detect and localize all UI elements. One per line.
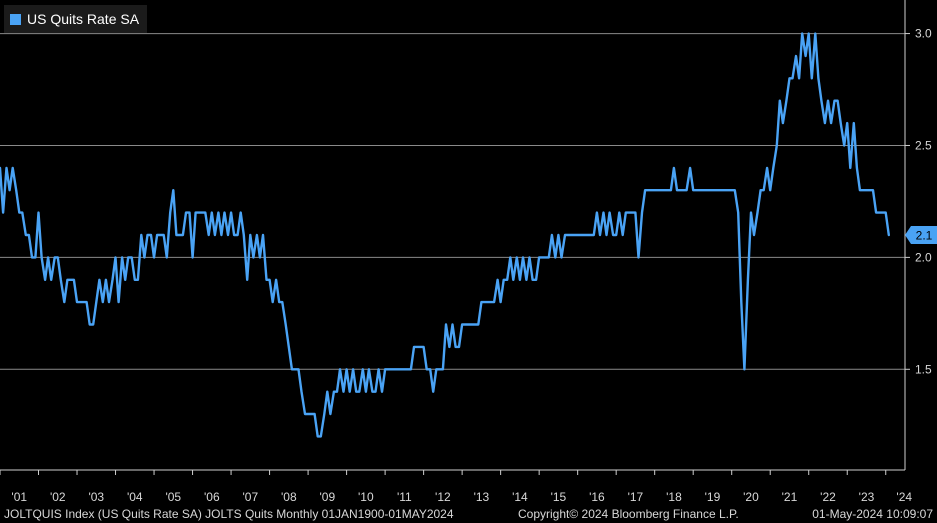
series-line: [0, 32, 890, 438]
legend-swatch: [10, 13, 21, 25]
x-tick-label: '19: [705, 490, 721, 504]
x-tick-label: '17: [628, 490, 644, 504]
x-tick-label: '20: [743, 490, 759, 504]
x-tick-label: '23: [859, 490, 875, 504]
x-tick-label: '13: [474, 490, 490, 504]
x-tick-label: '03: [88, 490, 104, 504]
y-tick-label: 1.5: [915, 362, 932, 376]
footer-ticker-info: JOLTQUIS Index (US Quits Rate SA) JOLTS …: [4, 507, 454, 521]
x-tick-label: '08: [281, 490, 297, 504]
x-tick-label: '02: [50, 490, 66, 504]
y-tick-label: 3.0: [915, 27, 932, 41]
legend-label: US Quits Rate SA: [27, 11, 140, 27]
x-tick-label: '09: [320, 490, 336, 504]
footer-timestamp: 01-May-2024 10:09:07: [812, 507, 933, 521]
x-tick-label: '14: [512, 490, 528, 504]
x-tick-label: '24: [896, 490, 912, 504]
x-tick-label: '12: [435, 490, 451, 504]
x-tick-label: '21: [782, 490, 798, 504]
chart: 1.5 2.0 2.5 3.0 '01 '02 '03 '04 '05 '06 '07 '08 '09 '…: [0, 0, 937, 504]
x-tick-label: '01: [11, 490, 27, 504]
x-tick-label: '06: [204, 490, 220, 504]
footer-copyright: Copyright© 2024 Bloomberg Finance L.P.: [518, 507, 739, 521]
last-value-label: 2.1: [916, 229, 933, 243]
x-tick-label: '07: [242, 490, 258, 504]
y-tick-label: 2.0: [915, 250, 932, 264]
legend: US Quits Rate SA: [4, 5, 148, 33]
y-tick-label: 2.5: [915, 138, 932, 152]
last-value-badge: [905, 226, 937, 244]
x-tick-label: '22: [820, 490, 836, 504]
x-tick-label: '10: [358, 490, 374, 504]
x-tick-label: '15: [551, 490, 567, 504]
x-tick-label: '04: [127, 490, 143, 504]
x-tick-label: '05: [165, 490, 181, 504]
x-tick-label: '16: [589, 490, 605, 504]
x-tick-label: '18: [666, 490, 682, 504]
x-tick-label: '11: [397, 490, 412, 504]
footer: JOLTQUIS Index (US Quits Rate SA) JOLTS …: [0, 505, 937, 523]
